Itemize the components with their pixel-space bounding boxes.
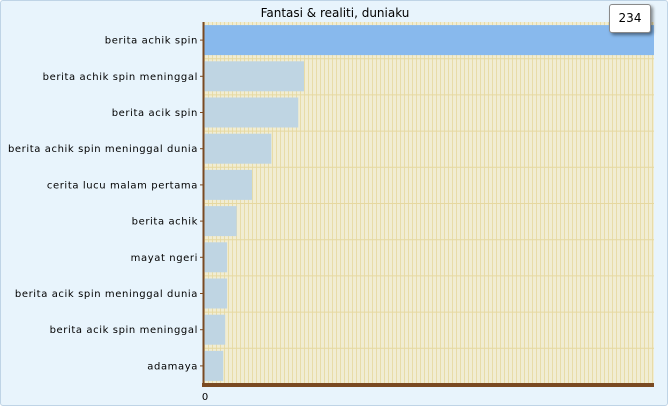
x-tick-labels: 0 (202, 392, 208, 403)
x-axis-bar (202, 383, 654, 387)
horizontal-grid-lines (204, 58, 654, 349)
bar[interactable] (204, 169, 253, 200)
value-tooltip: 234 (609, 4, 651, 33)
category-label: berita acik spin meninggal dunia (15, 289, 198, 300)
bars-group (204, 25, 654, 381)
bar[interactable] (204, 314, 226, 345)
category-label: cerita lucu malam pertama (47, 180, 198, 191)
bar[interactable] (204, 242, 228, 273)
category-labels: berita achik spin berita achik spin menin… (8, 36, 204, 372)
category-label: berita acik spin meninggal (50, 325, 198, 336)
category-label: berita achik spin (105, 36, 198, 47)
bar[interactable] (204, 25, 654, 56)
x-tick-label: 0 (202, 392, 208, 403)
bar[interactable] (204, 133, 272, 164)
bar[interactable] (204, 97, 299, 128)
category-label: berita achik spin meninggal (43, 72, 198, 83)
chart-title: Fantasi & realiti, duniaku (261, 6, 410, 20)
bar[interactable] (204, 61, 304, 92)
category-label: mayat ngeri (131, 253, 198, 264)
category-label: berita achik spin meninggal dunia (8, 144, 198, 155)
category-label: berita acik spin (112, 108, 198, 119)
category-label: adamaya (147, 361, 198, 372)
bar[interactable] (204, 206, 237, 237)
bar[interactable] (204, 278, 228, 309)
category-label: berita achik (132, 217, 198, 228)
bar[interactable] (204, 350, 224, 381)
